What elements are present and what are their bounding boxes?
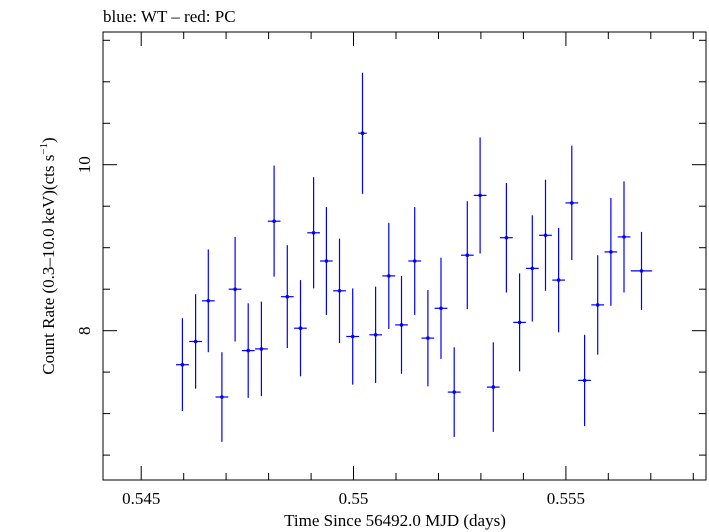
x-tick-label: 0.55	[339, 489, 369, 508]
data-point	[604, 197, 618, 306]
data-point	[578, 334, 591, 427]
data-marker	[399, 323, 404, 327]
data-marker	[465, 253, 470, 257]
y-axis-label-close: )	[39, 137, 58, 143]
data-point	[500, 183, 513, 293]
data-marker	[193, 339, 198, 344]
y-axis-label-superscript: −1	[38, 143, 50, 155]
data-point	[591, 255, 605, 355]
data-marker	[387, 274, 391, 278]
data-marker	[639, 269, 644, 273]
data-marker	[373, 333, 378, 337]
data-point	[294, 280, 307, 377]
data-point	[382, 222, 396, 329]
data-point	[241, 303, 255, 398]
data-marker	[246, 348, 250, 353]
data-point	[307, 177, 320, 289]
data-marker	[517, 320, 522, 325]
data-point	[215, 352, 229, 442]
data-point	[552, 227, 565, 333]
data-marker	[530, 266, 535, 271]
data-point	[473, 137, 487, 254]
data-marker	[609, 250, 613, 254]
data-point	[408, 207, 422, 315]
data-marker	[220, 395, 224, 399]
data-point	[513, 273, 526, 372]
data-marker	[350, 334, 355, 339]
data-point	[267, 165, 281, 277]
y-tick-label: 8	[75, 326, 94, 335]
data-marker	[556, 278, 561, 282]
y-axis-label-main: Count Rate (0.3–10.0 keV)(cts s	[39, 155, 58, 375]
data-point	[525, 215, 539, 322]
data-marker	[285, 294, 290, 299]
data-point	[539, 179, 552, 291]
data-point	[461, 201, 474, 310]
data-point	[395, 275, 408, 374]
x-axis-label: Time Since 56492.0 MJD (days)	[284, 511, 506, 530]
data-point	[630, 231, 653, 310]
x-tick-label: 0.545	[122, 489, 160, 508]
data-marker	[412, 259, 417, 263]
data-marker	[233, 287, 237, 292]
data-point	[228, 236, 242, 342]
chart-title: blue: WT – red: PC	[103, 7, 236, 26]
data-marker	[452, 390, 457, 394]
data-marker	[180, 362, 185, 367]
data-marker	[298, 326, 303, 331]
x-tick-label: 0.555	[547, 489, 585, 508]
data-point	[255, 301, 268, 397]
data-point	[189, 294, 202, 389]
data-marker	[622, 235, 626, 239]
data-point	[486, 342, 500, 432]
data-point	[421, 290, 435, 387]
data-marker	[543, 233, 548, 238]
data-point	[369, 286, 382, 383]
data-point	[617, 181, 631, 293]
data-marker	[582, 378, 587, 383]
data-marker	[478, 193, 482, 198]
data-point	[201, 249, 215, 353]
data-marker	[570, 201, 574, 205]
data-marker	[259, 347, 264, 351]
data-series	[176, 72, 653, 442]
x-axis: 0.545 0.55 0.555	[122, 32, 694, 508]
data-marker	[360, 131, 365, 135]
y-axis-label: Count Rate (0.3–10.0 keV)(cts s−1)	[38, 137, 58, 374]
data-marker	[337, 289, 342, 293]
data-marker	[311, 231, 316, 235]
data-marker	[491, 385, 496, 389]
data-marker	[595, 303, 600, 307]
data-point	[333, 238, 346, 344]
data-marker	[426, 336, 430, 340]
data-point	[434, 257, 448, 359]
data-marker	[504, 235, 509, 240]
data-marker	[324, 259, 329, 263]
y-axis: 8 10	[75, 39, 706, 456]
data-point	[280, 245, 294, 349]
data-point	[346, 288, 360, 385]
data-marker	[272, 219, 276, 223]
data-marker	[206, 299, 211, 303]
y-tick-label: 10	[75, 156, 94, 173]
data-point	[565, 145, 579, 261]
plot-frame	[102, 31, 707, 481]
data-point	[176, 318, 189, 412]
data-marker	[439, 306, 443, 311]
data-point	[447, 347, 461, 437]
data-point	[320, 207, 333, 315]
data-point	[358, 72, 367, 194]
